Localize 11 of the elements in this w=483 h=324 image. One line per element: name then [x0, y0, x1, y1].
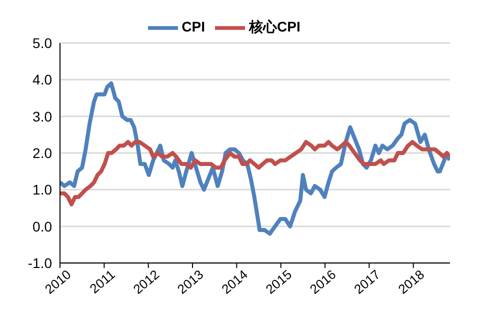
line-series	[60, 81, 450, 236]
y-tick-label: -1.0	[28, 254, 52, 271]
y-tick-label: 2.0	[32, 144, 52, 161]
y-tick-label: 5.0	[32, 34, 52, 51]
legend-label: CPI	[182, 18, 205, 35]
y-tick-label: 1.0	[32, 182, 52, 198]
line-series	[60, 140, 450, 206]
y-tick-label: 3.0	[32, 108, 52, 124]
legend-label: 核心CPI	[249, 18, 300, 35]
y-tick-label: 0.0	[32, 218, 52, 234]
y-tick-label: 4.0	[32, 72, 52, 88]
